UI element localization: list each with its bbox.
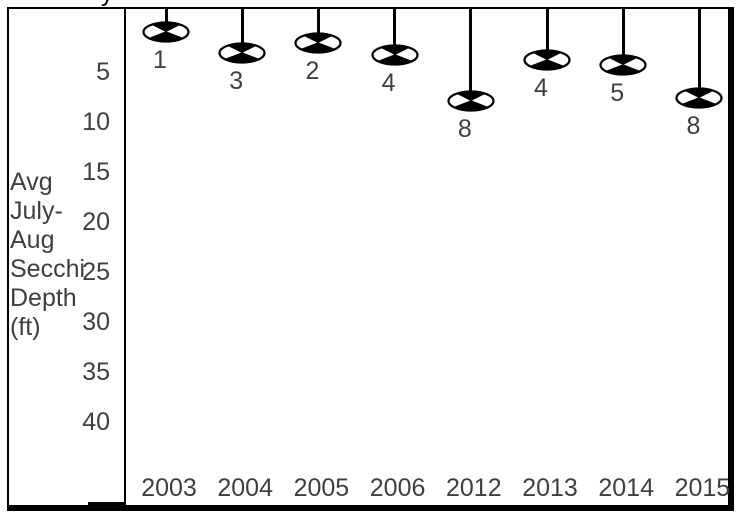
y-axis-title-line: Secchi: [10, 255, 86, 283]
secchi-disk-icon: [141, 20, 191, 44]
y-tick-label: 30: [82, 307, 110, 336]
rope-line: [621, 9, 625, 65]
cropped-title-text: y: [101, 0, 131, 6]
rope-line: [469, 9, 473, 101]
secchi-disk-icon: [522, 48, 572, 72]
y-tick-label: 25: [82, 257, 110, 286]
chart-border-right: [728, 7, 734, 511]
rope-line: [545, 9, 549, 60]
year-label: 2004: [217, 474, 273, 502]
year-label: 2003: [141, 474, 197, 502]
point-label: 4: [534, 73, 548, 102]
rope-line: [164, 9, 168, 32]
point-label: 8: [457, 114, 472, 143]
secchi-disk-icon: [446, 89, 496, 113]
year-label: 2006: [369, 474, 426, 502]
rope-line: [316, 9, 320, 43]
secchi-disk-icon: [217, 41, 267, 65]
year-label: 2014: [598, 474, 654, 502]
point-label: 1: [153, 45, 167, 74]
rope-line: [393, 9, 397, 55]
y-tick-label: 10: [82, 107, 110, 136]
chart-border-left: [7, 7, 9, 511]
secchi-disk-icon: [370, 43, 420, 67]
y-axis-title-line: (ft): [10, 313, 41, 341]
point-label: 3: [229, 66, 244, 95]
year-label: 2005: [293, 474, 350, 502]
year-label: 2013: [522, 474, 578, 502]
rope-line: [240, 9, 244, 53]
y-tick-label: 15: [82, 157, 110, 186]
chart-border-step: [88, 502, 126, 506]
secchi-disk-icon: [674, 86, 724, 110]
y-tick-label: 20: [82, 207, 110, 236]
y-axis-title-line: July-: [10, 197, 63, 225]
secchi-disk-icon: [598, 53, 648, 77]
y-tick-label: 5: [96, 57, 110, 86]
year-label: 2015: [674, 474, 731, 502]
y-axis-title-line: Depth: [10, 284, 77, 312]
y-axis-title-line: Avg: [10, 168, 53, 196]
chart-border-bottom: [7, 505, 734, 511]
rope-line: [697, 9, 701, 98]
point-label: 2: [305, 56, 320, 85]
y-tick-label: 35: [82, 357, 110, 386]
y-axis-title-line: Aug: [10, 226, 55, 254]
year-label: 2012: [445, 474, 502, 502]
y-tick-label: 40: [82, 407, 110, 436]
point-label: 4: [381, 68, 396, 97]
point-label: 5: [610, 78, 625, 107]
chart-border-top: [7, 7, 734, 9]
secchi-disk-icon: [293, 31, 343, 55]
y-axis-line: [124, 9, 126, 505]
point-label: 8: [686, 111, 701, 140]
y-axis-title: Avg July- Aug Secchi Depth (ft): [10, 168, 85, 342]
